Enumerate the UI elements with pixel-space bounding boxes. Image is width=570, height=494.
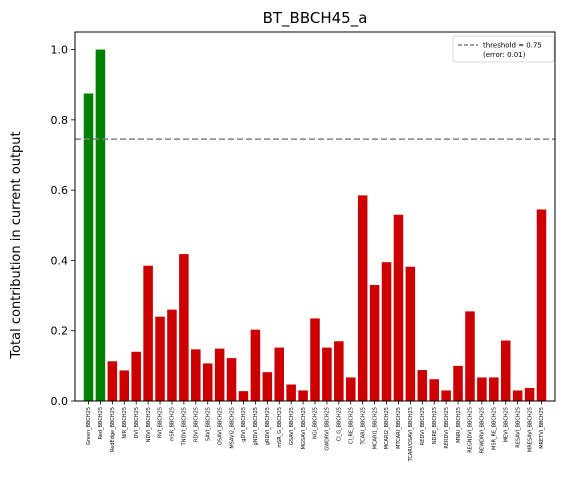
- x-tick-label: gDVI_BBCH25: [241, 407, 247, 442]
- y-axis: 0.0 0.2 0.4 0.6 0.8 1.0: [51, 44, 75, 408]
- bar-NGI_BBCH25: [310, 318, 320, 401]
- plot-frame: [74, 31, 556, 402]
- x-tick-label: MGSAVI_BBCH25: [301, 407, 307, 449]
- x-tick-label: MNRI_BBCH25: [456, 407, 462, 443]
- x-tick-label: MEVI_BBCH25: [503, 407, 509, 442]
- y-tick-label: 0.2: [51, 325, 69, 338]
- x-tick-label: REGNDVI_BBCH25: [468, 407, 474, 453]
- x-tick-label: MSR_RE_BBCH25: [492, 407, 498, 450]
- bar-GWDRVI_BBCH25: [322, 347, 332, 401]
- bar-Green_BBCH25: [83, 93, 94, 401]
- x-tick-label: RERDVI_BBCH25: [444, 407, 450, 449]
- x-tick-label: GWDRVI_BBCH25: [325, 407, 331, 451]
- bar-RERDVI_BBCH25: [441, 390, 451, 401]
- bars-group: [83, 49, 547, 401]
- bar-GSAVI_BBCH25: [286, 384, 296, 401]
- chart-title: BT_BBCH45_a: [263, 9, 368, 28]
- bar-Red_BBCH25: [95, 49, 106, 401]
- bar-MRESAVI_BBCH25: [524, 387, 535, 401]
- bar-MSAVI2_BBCH25: [226, 358, 237, 401]
- bar-MCARI1_BBCH25: [369, 285, 380, 401]
- bar-MGSAVI_BBCH25: [298, 390, 308, 401]
- bar-REGNDVI_BBCH25: [465, 311, 475, 401]
- y-tick-label: 0.8: [51, 114, 69, 127]
- legend-error-label: (error: 0.01): [483, 51, 526, 59]
- x-tick-label: Red_BBCH25: [98, 407, 104, 439]
- x-tick-label: SAVI_BBCH25: [205, 407, 211, 441]
- bar-CI_G_BBCH25: [334, 341, 344, 401]
- x-tick-label: REDVI_BBCH25: [420, 407, 426, 445]
- x-tick-label: RESAVI_BBCH25: [515, 407, 521, 448]
- bar-gDVI_BBCH25: [238, 391, 249, 401]
- bar-MEVI_BBCH25: [500, 340, 511, 401]
- bar-TCARI_BBCH25: [357, 195, 368, 401]
- bar-RDVI_BBCH25: [191, 349, 201, 401]
- legend: threshold = 0.75 (error: 0.01): [452, 35, 555, 63]
- bar-RESAVI_BBCH25: [512, 390, 523, 401]
- x-tick-label: TCARI_BBCH25: [360, 407, 366, 446]
- x-tick-label: MTCARI_BBCH25: [396, 407, 402, 449]
- bar-mSR_BBCH25: [167, 309, 177, 401]
- y-tick-label: 0.4: [51, 254, 69, 267]
- x-tick-label: MSAVI2_BBCH25: [229, 407, 235, 449]
- bar-mSR_G_BBCH25: [274, 347, 285, 401]
- bar-NDRE_BBCH25: [429, 379, 439, 401]
- x-tick-label: GSAVI_BBCH25: [289, 407, 295, 445]
- x-tick-label: MRESAVI_BBCH25: [527, 407, 533, 452]
- x-tick-label: NGI_BBCH25: [313, 407, 319, 439]
- bar-OSAVI_BBCH25: [214, 348, 225, 401]
- bar-NIR_BBCH25: [119, 370, 130, 401]
- y-tick-label: 1.0: [51, 44, 69, 57]
- x-tick-label: gRDVI_BBCH25: [265, 407, 271, 445]
- bar-gNDVI_BBCH25: [250, 329, 261, 401]
- y-tick-label: 0.0: [51, 395, 69, 408]
- bar-MCARI2_BBCH25: [381, 262, 392, 401]
- x-tick-label: NDRE_BBCH25: [432, 407, 438, 444]
- y-axis-label: Total contribution in current output: [9, 131, 24, 359]
- legend-box: [452, 35, 555, 63]
- x-axis: Green_BBCH25 Red_BBCH25 RedEdge_BBCH25 NIR_…: [86, 401, 545, 462]
- x-tick-label: TNDVI_BBCH25: [182, 407, 188, 446]
- x-tick-label: OSAVI_BBCH25: [217, 407, 223, 445]
- x-tick-label: MCARI1_BBCH25: [372, 407, 378, 449]
- bar-REWDRVI_BBCH25: [477, 377, 487, 401]
- bar-MNRI_BBCH25: [453, 365, 463, 401]
- x-tick-label: NDVI_BBCH25: [146, 407, 152, 442]
- bar-RVI_BBCH25: [155, 316, 165, 401]
- x-tick-label: mSR_G_BBCH25: [277, 407, 283, 448]
- x-tick-label: Green_BBCH25: [86, 407, 92, 445]
- x-tick-label: DVI_BBCH25: [134, 407, 140, 439]
- x-tick-label: MRETVI_BBCH25: [539, 407, 545, 449]
- bar-gRDVI_BBCH25: [262, 372, 273, 401]
- bar-RedEdge_BBCH25: [107, 361, 118, 401]
- x-tick-label: gNDVI_BBCH25: [253, 407, 259, 445]
- x-tick-label: TCARI/OSAVI_BBCH25: [408, 407, 414, 462]
- bar-MSR_RE_BBCH25: [489, 377, 499, 401]
- x-tick-label: MCARI2_BBCH25: [384, 407, 390, 449]
- x-tick-label: mSR_BBCH25: [170, 407, 176, 441]
- x-tick-label: RDVI_BBCH25: [193, 407, 199, 442]
- bar-TCARI/OSAVI_BBCH25: [405, 266, 416, 401]
- bar-TNDVI_BBCH25: [179, 254, 189, 401]
- x-tick-label: NIR_BBCH25: [122, 407, 128, 439]
- x-tick-label: REWDRVI_BBCH25: [480, 407, 486, 453]
- bar-CI_RE_BBCH25: [345, 377, 356, 401]
- y-tick-label: 0.6: [51, 184, 69, 197]
- legend-threshold-label: threshold = 0.75: [483, 42, 542, 50]
- bar-NDVI_BBCH25: [143, 265, 153, 401]
- bar-SAVI_BBCH25: [202, 363, 213, 401]
- x-tick-label: CI_RE_BBCH25: [348, 407, 354, 444]
- bar-DVI_BBCH25: [131, 351, 141, 401]
- bar-REDVI_BBCH25: [417, 370, 428, 401]
- x-tick-label: CI_G_BBCH25: [337, 407, 343, 441]
- x-tick-label: RVI_BBCH25: [158, 407, 164, 438]
- bar-MTCARI_BBCH25: [393, 214, 404, 401]
- x-tick-label: RedEdge_BBCH25: [110, 407, 116, 452]
- bar-MRETVI_BBCH25: [536, 209, 547, 401]
